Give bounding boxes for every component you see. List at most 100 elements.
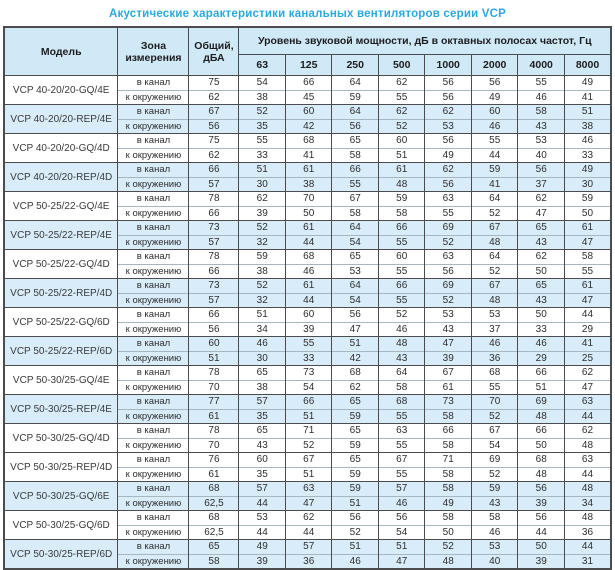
- spl-cell-2000hz: 67: [470, 220, 519, 235]
- table-row-duct: VCP 50-30/25-GQ/4E в канал 78 65 73 68 64 67 68 6…: [3, 365, 612, 395]
- spl-cell-2000hz: 52: [470, 408, 519, 424]
- spl-cell-4000hz: 51: [517, 379, 565, 395]
- spl-cell-4000hz: 33: [517, 321, 565, 337]
- spl-cell-250hz: 65: [331, 423, 379, 438]
- spl-cell-1000hz: 47: [424, 336, 472, 351]
- total-dba-cell: 58: [188, 553, 240, 569]
- table-row-duct: VCP 50-30/25-REP/4D в канал 76 60 67 65 67 71 69…: [3, 452, 612, 482]
- spl-cell-250hz: 42: [331, 350, 379, 366]
- total-dba-cell: 62: [188, 147, 240, 163]
- spl-cell-1000hz: 71: [424, 452, 472, 467]
- table-row-ambient: к окружению 70 43 52 59 55 58 54 50 48: [4, 437, 612, 453]
- spl-cell-2000hz: 43: [470, 495, 519, 511]
- spl-cell-4000hz: 66: [517, 423, 565, 438]
- spl-cell-4000hz: 56: [517, 162, 565, 177]
- spl-cell-8000hz: 48: [563, 437, 612, 453]
- model-cell: VCP 50-30/25-REP/6D: [3, 539, 119, 569]
- total-dba-cell: 66: [188, 162, 240, 177]
- spl-cell-2000hz: 60: [470, 104, 519, 119]
- spl-cell-8000hz: 63: [563, 452, 612, 467]
- freq-header-4000: 4000: [517, 54, 565, 76]
- spl-cell-250hz: 66: [331, 162, 379, 177]
- spl-cell-500hz: 51: [377, 147, 426, 163]
- spl-cell-4000hz: 50: [517, 437, 565, 453]
- spl-cell-8000hz: 44: [563, 539, 612, 554]
- spl-cell-500hz: 60: [377, 133, 426, 148]
- model-cell: VCP 50-25/22-GQ/4E: [3, 191, 119, 221]
- spl-cell-250hz: 59: [331, 437, 379, 453]
- spl-cell-1000hz: 69: [424, 220, 472, 235]
- zone-cell-duct: в канал: [117, 307, 190, 322]
- spl-cell-500hz: 66: [377, 220, 426, 235]
- spl-cell-250hz: 59: [331, 466, 379, 482]
- spl-cell-8000hz: 29: [563, 321, 612, 337]
- spl-cell-500hz: 47: [377, 553, 426, 569]
- spl-cell-500hz: 66: [377, 278, 426, 293]
- spl-cell-4000hz: 50: [517, 307, 565, 322]
- table-body: VCP 40-20/20-GQ/4E в канал 75 54 66 64 62 56 56 5…: [3, 75, 612, 569]
- table-row-duct: VCP 40-20/20-GQ/4E в канал 75 54 66 64 62 56 56 5…: [3, 75, 612, 105]
- spl-cell-2000hz: 37: [470, 321, 519, 337]
- total-dba-cell: 56: [188, 321, 240, 337]
- model-cell: VCP 50-30/25-REP/4D: [3, 452, 119, 482]
- total-dba-cell: 78: [188, 423, 240, 438]
- spl-cell-8000hz: 47: [563, 379, 612, 395]
- total-dba-cell: 62,5: [188, 524, 240, 540]
- model-cell: VCP 40-20/20-REP/4D: [3, 162, 119, 192]
- spl-cell-4000hz: 58: [517, 104, 565, 119]
- spl-cell-4000hz: 43: [517, 118, 565, 134]
- model-cell: VCP 40-20/20-GQ/4E: [3, 75, 119, 105]
- spl-cell-500hz: 52: [377, 118, 426, 134]
- spl-cell-1000hz: 43: [424, 321, 472, 337]
- spl-cell-63hz: 34: [238, 321, 286, 337]
- spl-cell-125hz: 39: [284, 321, 333, 337]
- spl-cell-2000hz: 67: [470, 278, 519, 293]
- spl-cell-125hz: 62: [284, 510, 333, 525]
- table-row-duct: VCP 50-30/25-REP/6D в канал 65 49 57 51 51 52 53…: [3, 539, 612, 569]
- total-dba-cell: 61: [188, 408, 240, 424]
- spl-cell-250hz: 58: [331, 147, 379, 163]
- spl-cell-2000hz: 54: [470, 437, 519, 453]
- spl-cell-250hz: 47: [331, 321, 379, 337]
- spl-cell-2000hz: 64: [470, 191, 519, 206]
- spl-cell-63hz: 57: [238, 481, 286, 496]
- zone-cell-ambient: к окружению: [117, 234, 190, 250]
- column-header-zone: Зона измерения: [117, 26, 190, 76]
- spl-cell-125hz: 71: [284, 423, 333, 438]
- spl-cell-2000hz: 55: [470, 379, 519, 395]
- freq-header-125: 125: [284, 54, 333, 76]
- spl-cell-8000hz: 46: [563, 133, 612, 148]
- spl-cell-4000hz: 50: [517, 263, 565, 279]
- spl-cell-8000hz: 25: [563, 350, 612, 366]
- spl-cell-63hz: 30: [238, 176, 286, 192]
- spl-cell-2000hz: 52: [470, 466, 519, 482]
- spl-cell-63hz: 59: [238, 249, 286, 264]
- spl-cell-500hz: 67: [377, 452, 426, 467]
- spl-cell-8000hz: 62: [563, 365, 612, 380]
- total-dba-cell: 66: [188, 205, 240, 221]
- zone-cell-duct: в канал: [117, 394, 190, 409]
- spl-cell-250hz: 62: [331, 379, 379, 395]
- spl-cell-2000hz: 46: [470, 524, 519, 540]
- spl-cell-1000hz: 67: [424, 365, 472, 380]
- total-dba-cell: 66: [188, 263, 240, 279]
- spl-cell-2000hz: 55: [470, 133, 519, 148]
- zone-cell-duct: в канал: [117, 481, 190, 496]
- spl-cell-500hz: 60: [377, 249, 426, 264]
- zone-cell-duct: в канал: [117, 365, 190, 380]
- spl-cell-500hz: 48: [377, 336, 426, 351]
- spl-cell-8000hz: 59: [563, 191, 612, 206]
- freq-header-63: 63: [238, 54, 286, 76]
- spl-cell-8000hz: 61: [563, 220, 612, 235]
- spl-cell-63hz: 38: [238, 89, 286, 105]
- spl-cell-63hz: 33: [238, 147, 286, 163]
- zone-cell-ambient: к окружению: [117, 437, 190, 453]
- spl-cell-8000hz: 30: [563, 176, 612, 192]
- spl-cell-8000hz: 48: [563, 481, 612, 496]
- total-dba-cell: 60: [188, 336, 240, 351]
- total-dba-cell: 78: [188, 365, 240, 380]
- freq-header-250: 250: [331, 54, 379, 76]
- spl-cell-250hz: 64: [331, 75, 379, 90]
- spl-cell-1000hz: 52: [424, 234, 472, 250]
- spl-cell-2000hz: 59: [470, 481, 519, 496]
